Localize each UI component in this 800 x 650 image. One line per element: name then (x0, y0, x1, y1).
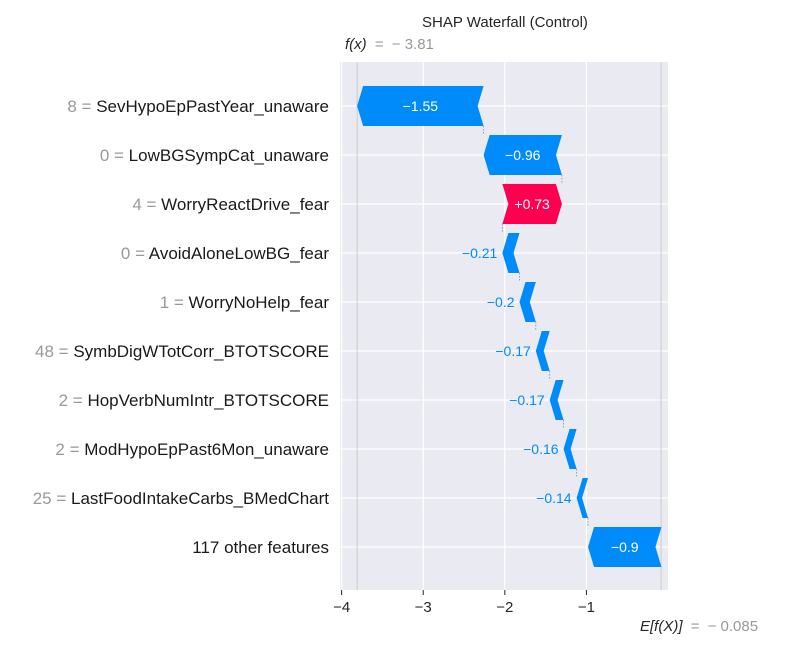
fx-value: − 3.81 (392, 36, 434, 53)
feature-value: 48 = (35, 342, 73, 361)
bar-AvoidAloneLowBG_fear (502, 233, 520, 273)
feature-label: 2 = HopVerbNumIntr_BTOTSCORE (59, 391, 329, 410)
bars (357, 86, 662, 567)
bar-ModHypoEpPast6Mon_unaware (563, 429, 577, 469)
feature-name: LowBGSympCat_unaware (129, 146, 329, 165)
shap-value-label: +0.73 (514, 196, 550, 212)
feature-value: 2 = (59, 391, 88, 410)
shap-value-label: −0.2 (487, 294, 515, 310)
feature-name: ModHypoEpPast6Mon_unaware (84, 440, 329, 459)
feature-value: 25 = (33, 489, 71, 508)
feature-label: 25 = LastFoodIntakeCarbs_BMedChart (33, 489, 330, 508)
feature-value: 0 = (121, 244, 149, 263)
x-axis-ticks: −4 −3 −2 −1 (333, 590, 595, 616)
feature-label: 117 other features (192, 538, 329, 557)
bar-WorryNoHelp_fear (519, 282, 536, 322)
feature-value: 4 = (132, 195, 161, 214)
shap-value-label: −0.17 (495, 343, 531, 359)
x-tick-label: −4 (333, 599, 350, 616)
bar-LastFoodIntakeCarbs_BMedChart (576, 478, 589, 518)
feature-name: AvoidAloneLowBG_fear (149, 244, 330, 263)
x-tick-label: −1 (578, 599, 595, 616)
shap-value-label: −1.55 (403, 98, 439, 114)
feature-label: 4 = WorryReactDrive_fear (132, 195, 329, 214)
shap-value-label: −0.17 (509, 392, 545, 408)
feature-value: 8 = (67, 97, 96, 116)
feature-name: WorryNoHelp_fear (189, 293, 330, 312)
feature-name: 117 other features (192, 538, 329, 557)
feature-label: 48 = SymbDigWTotCorr_BTOTSCORE (35, 342, 329, 361)
shap-value-label: −0.9 (611, 539, 639, 555)
feature-labels: −1.55 8 = SevHypoEpPastYear_unaware −0.96 0… (33, 97, 639, 557)
x-tick-label: −2 (496, 599, 513, 616)
feature-name: LastFoodIntakeCarbs_BMedChart (71, 489, 329, 508)
bar-117 other features (588, 527, 662, 567)
feature-label: 1 = WorryNoHelp_fear (160, 293, 330, 312)
shap-value-label: −0.16 (523, 441, 559, 457)
shap-value-label: −0.21 (462, 245, 498, 261)
feature-value: 0 = (100, 146, 129, 165)
bar-SevHypoEpPastYear_unaware (357, 86, 484, 126)
feature-name: WorryReactDrive_fear (161, 195, 329, 214)
connectors (483, 126, 589, 527)
feature-label: 2 = ModHypoEpPast6Mon_unaware (55, 440, 329, 459)
feature-value: 1 = (160, 293, 189, 312)
chart-title: SHAP Waterfall (Control) (422, 14, 588, 31)
shap-value-label: −0.96 (505, 147, 541, 163)
feature-name: SymbDigWTotCorr_BTOTSCORE (73, 342, 329, 361)
feature-label: 0 = AvoidAloneLowBG_fear (121, 244, 329, 263)
feature-name: SevHypoEpPastYear_unaware (96, 97, 329, 116)
feature-label: 8 = SevHypoEpPastYear_unaware (67, 97, 329, 116)
ex-label: E[f(X)] (640, 618, 683, 635)
shap-value-label: −0.14 (536, 490, 572, 506)
bar-HopVerbNumIntr_BTOTSCORE (549, 380, 564, 420)
feature-value: 2 = (55, 440, 84, 459)
fx-equals: = (375, 36, 384, 53)
ex-equals: = (691, 618, 700, 635)
bar-WorryReactDrive_fear (502, 184, 562, 224)
ex-value: − 0.085 (708, 618, 758, 635)
fx-label: f(x) (345, 36, 367, 53)
feature-label: 0 = LowBGSympCat_unaware (100, 146, 329, 165)
expected-value-annotation: E[f(X)] = − 0.085 (640, 618, 758, 635)
feature-name: HopVerbNumIntr_BTOTSCORE (87, 391, 329, 410)
bar-SymbDigWTotCorr_BTOTSCORE (535, 331, 550, 371)
fx-annotation: f(x) = − 3.81 (345, 36, 434, 53)
x-tick-label: −3 (415, 599, 432, 616)
bar-LowBGSympCat_unaware (483, 135, 562, 175)
